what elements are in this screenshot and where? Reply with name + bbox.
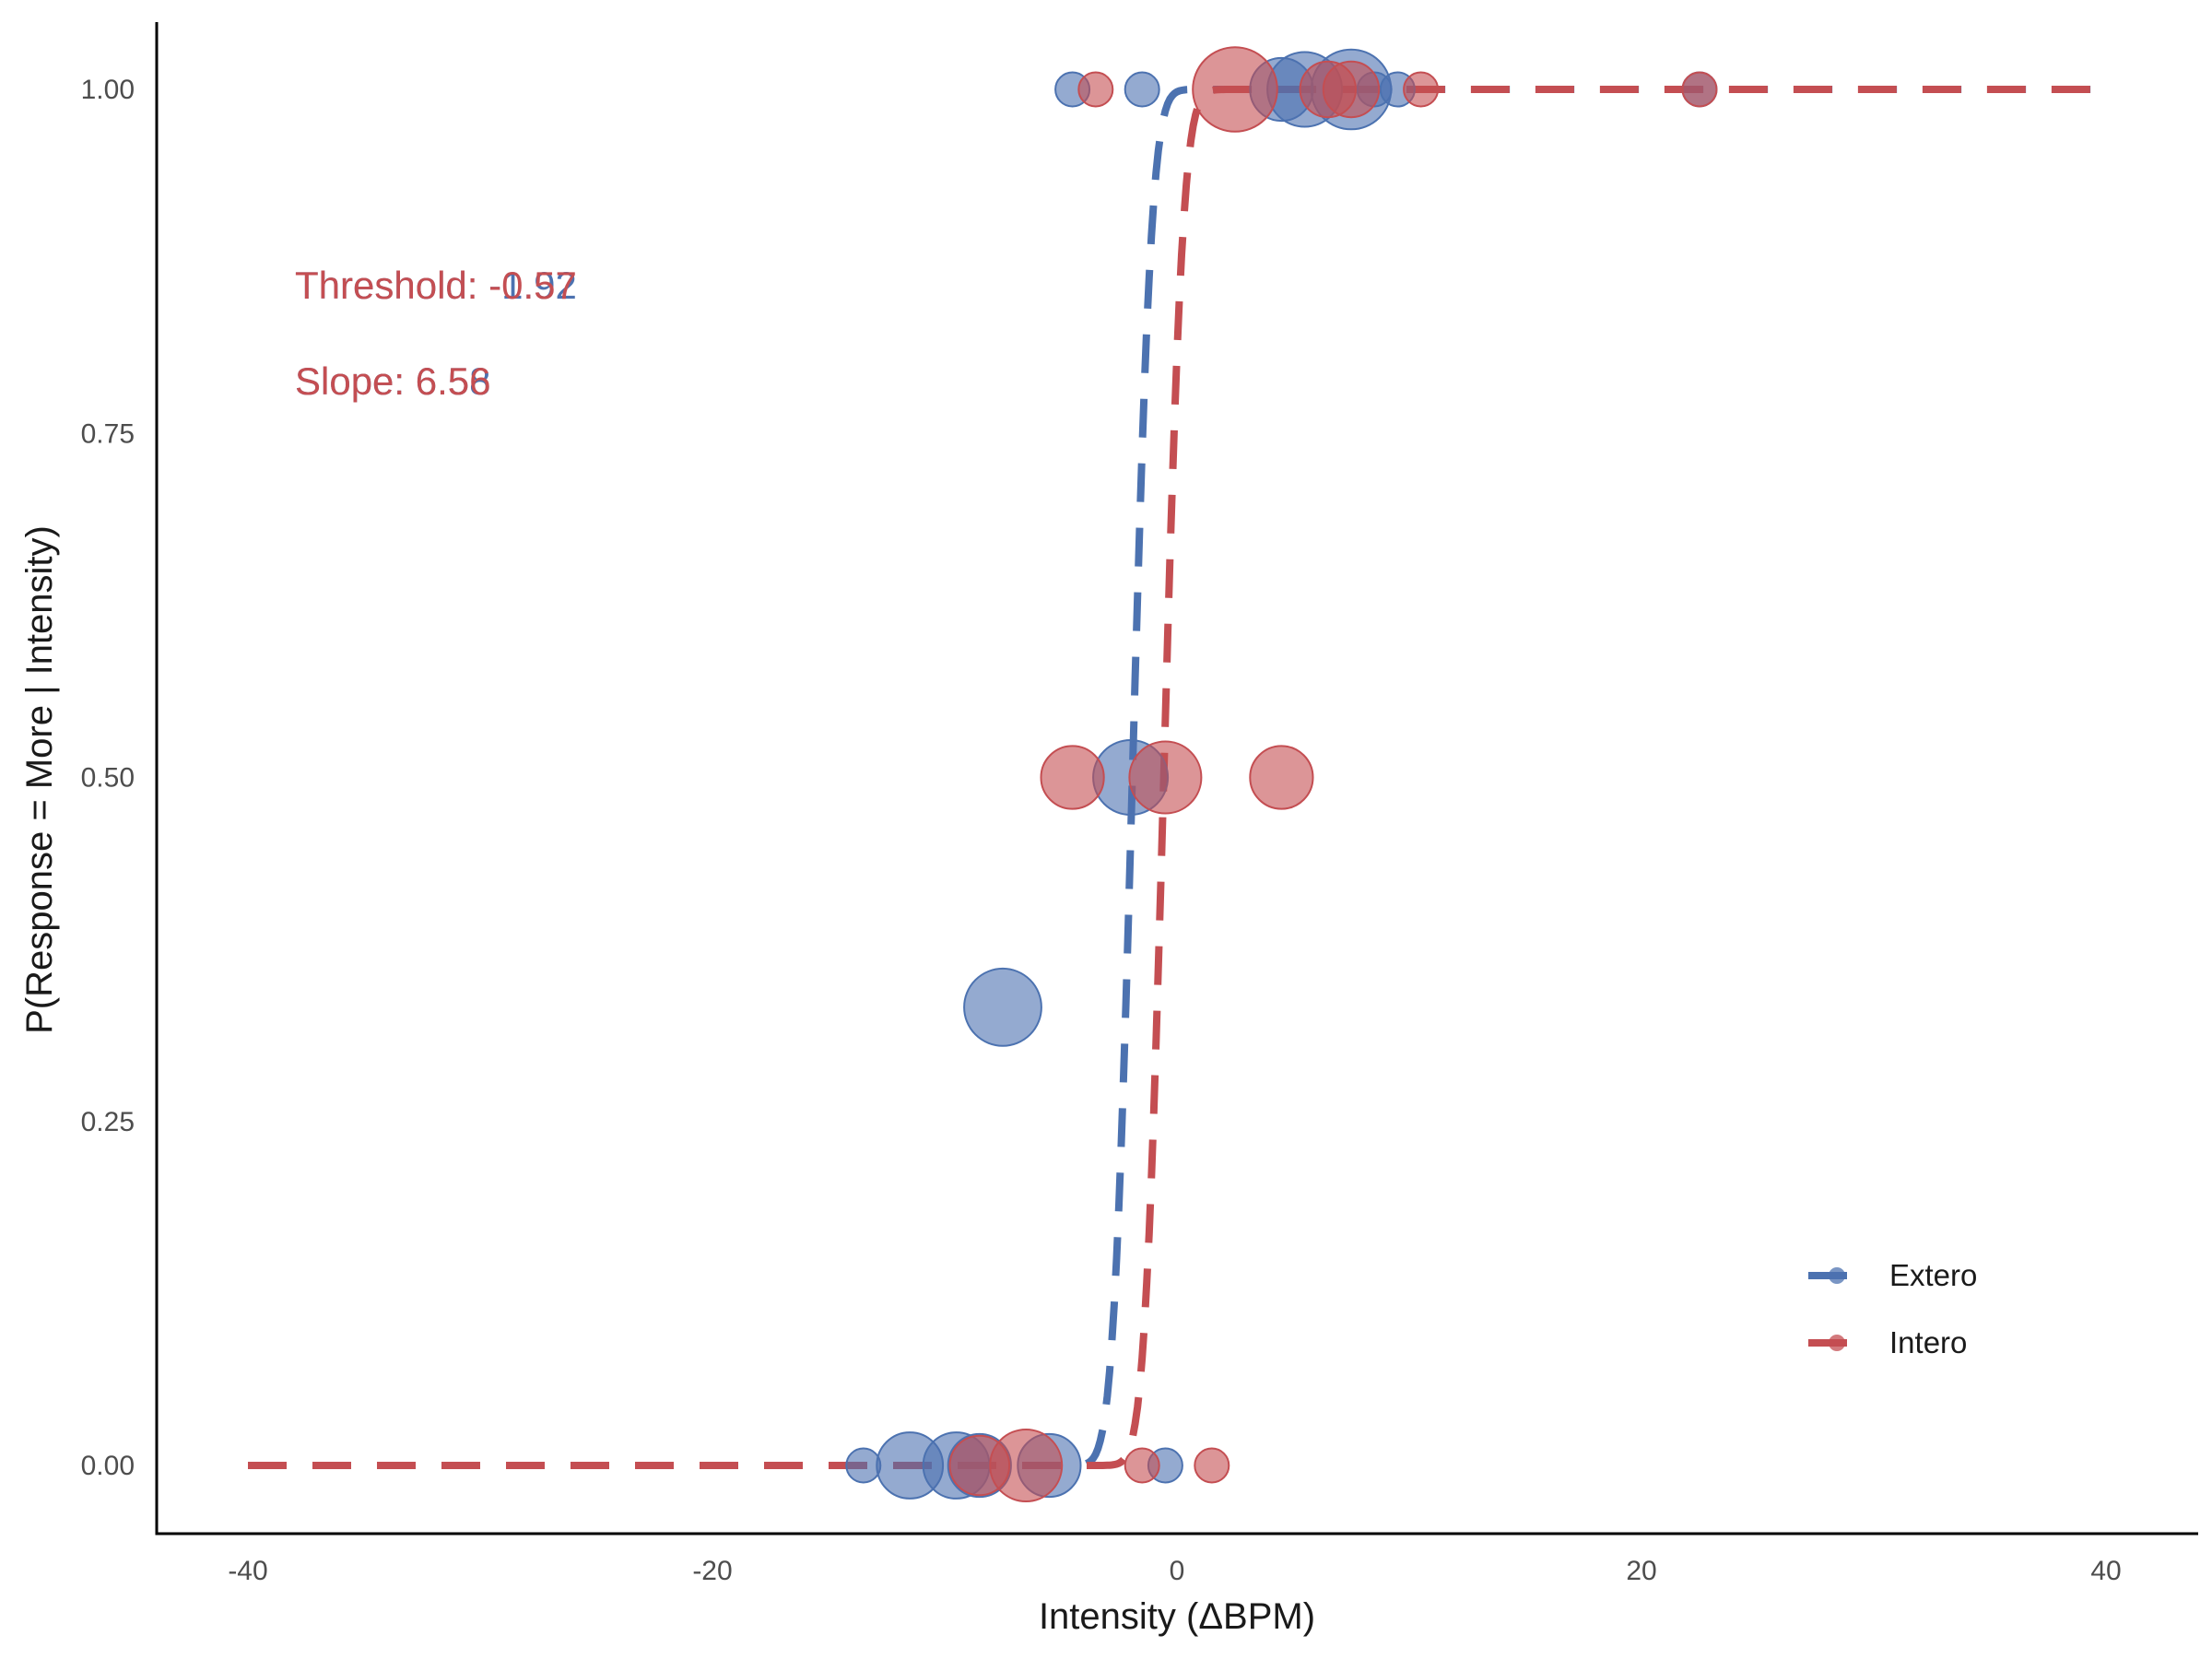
y-axis-title: P(Response = More | Intensity)	[19, 525, 60, 1034]
data-points	[845, 46, 1718, 1502]
point-intero	[1192, 46, 1278, 133]
point-intero	[1124, 1447, 1160, 1484]
legend-marker	[1829, 1267, 1845, 1284]
point-intero	[1681, 71, 1718, 108]
point-intero	[1249, 745, 1314, 810]
annotation-text: Threshold: -1.92	[295, 264, 577, 307]
point-extero	[963, 967, 1042, 1047]
annotation-text: Slope: 6.58	[295, 359, 491, 403]
annotation-text: Slope: 6.56	[295, 359, 491, 403]
y-tick-label: 0.25	[81, 1107, 135, 1137]
legend-label: Extero	[1889, 1258, 1977, 1292]
point-intero	[1077, 71, 1114, 108]
x-tick-label: 40	[2090, 1556, 2121, 1586]
point-extero	[845, 1447, 882, 1484]
annotation-text: Threshold: -0.57	[295, 264, 577, 307]
y-tick-label: 0.50	[81, 763, 135, 794]
y-tick-labels: 0.00 0.25 0.50 0.75 1.00	[81, 75, 135, 1481]
curve-intero	[248, 86, 2106, 1469]
legend-label: Intero	[1889, 1325, 1967, 1359]
x-tick-label: -20	[692, 1556, 732, 1586]
point-extero	[1124, 71, 1160, 108]
y-tick-label: 1.00	[81, 75, 135, 105]
legend: Extero Intero	[1808, 1258, 1977, 1359]
fitted-curves	[248, 86, 2106, 1469]
x-tick-label: -40	[228, 1556, 267, 1586]
axes	[155, 22, 2198, 1535]
x-tick-label: 0	[1170, 1556, 1185, 1586]
y-tick-label: 0.75	[81, 418, 135, 449]
point-intero	[1194, 1447, 1230, 1484]
point-intero	[1128, 740, 1203, 815]
y-tick-label: 0.00	[81, 1451, 135, 1481]
point-intero	[989, 1429, 1064, 1502]
legend-marker	[1829, 1335, 1845, 1351]
x-tick-labels: -40 -20 0 20 40	[228, 1556, 2121, 1586]
x-tick-label: 20	[1626, 1556, 1656, 1586]
point-intero	[1322, 60, 1381, 119]
x-axis-title: Intensity (ΔBPM)	[1039, 1596, 1315, 1637]
point-intero	[1403, 71, 1440, 108]
point-intero	[1040, 745, 1105, 810]
